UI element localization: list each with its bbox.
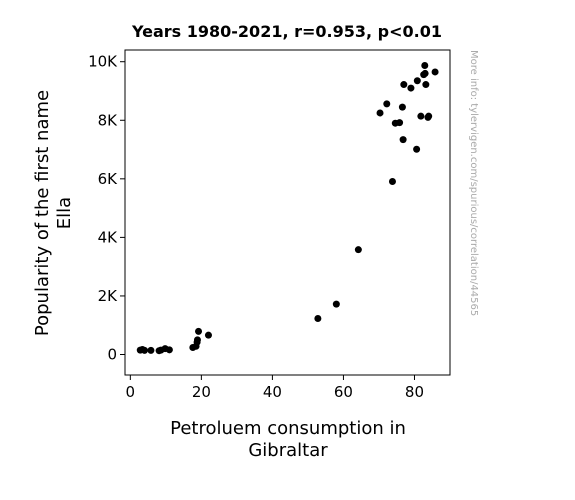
data-point-34: [425, 112, 433, 120]
y-axis-label-line-1: Popularity of the first name: [32, 90, 53, 336]
x-tick-label-0: 0: [126, 383, 136, 401]
data-point-17: [376, 109, 384, 117]
data-point-28: [417, 112, 425, 120]
x-axis-label: Petroluem consumption in Gibraltar: [170, 418, 406, 461]
y-axis-label-line-2: Ella: [54, 197, 75, 229]
data-point-7: [165, 346, 173, 354]
data-point-35: [431, 68, 439, 76]
y-axis-label: Popularity of the first name Ella: [32, 90, 75, 336]
plot-frame: [124, 49, 451, 376]
data-point-15: [332, 300, 340, 308]
watermark-text: More info: tylervigen.com/spurious/corre…: [468, 50, 479, 316]
data-point-2: [141, 346, 149, 354]
data-point-30: [421, 62, 429, 70]
x-tick-label-2: 40: [263, 383, 282, 401]
y-tick-label-4: 8K: [98, 111, 119, 129]
data-point-13: [204, 331, 212, 339]
data-point-14: [314, 314, 322, 322]
data-point-3: [147, 346, 155, 354]
x-axis-label-line-1: Petroluem consumption in: [170, 418, 406, 439]
x-axis-label-line-2: Gibraltar: [248, 440, 328, 461]
data-point-32: [422, 81, 430, 89]
y-tick-label-5: 10K: [88, 53, 118, 71]
data-point-31: [421, 69, 429, 77]
data-point-11: [193, 336, 201, 344]
y-tick-label-1: 2K: [98, 287, 119, 305]
data-point-12: [195, 327, 203, 335]
data-point-24: [400, 81, 408, 89]
data-point-19: [388, 177, 396, 185]
data-point-22: [398, 103, 406, 111]
y-tick-label-0: 0: [107, 346, 117, 364]
x-tick-label-1: 20: [192, 383, 211, 401]
data-point-26: [413, 145, 421, 153]
data-point-25: [407, 84, 415, 92]
data-point-27: [413, 77, 421, 85]
data-point-18: [383, 100, 391, 108]
y-tick-label-2: 4K: [98, 228, 119, 246]
x-tick-label-3: 60: [334, 383, 353, 401]
data-point-16: [354, 246, 362, 254]
y-tick-label-3: 6K: [98, 170, 119, 188]
x-tick-label-4: 80: [405, 383, 424, 401]
data-point-21: [396, 119, 404, 127]
chart-title: Years 1980-2021, r=0.953, p<0.01: [131, 22, 442, 41]
data-point-23: [399, 136, 407, 144]
plot-area: 0 20 40 60 80 0 2K 4K 6K 8K 10K: [88, 49, 451, 401]
